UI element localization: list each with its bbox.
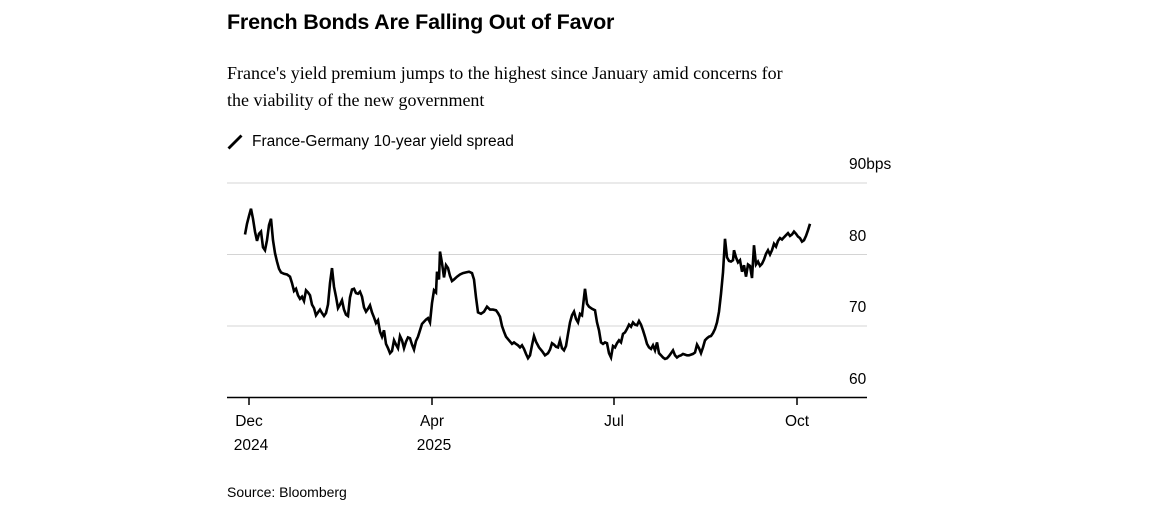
chart-subtitle: France's yield premium jumps to the high… <box>227 60 783 114</box>
legend: France-Germany 10-year yield spread <box>227 133 514 151</box>
source-note: Source: Bloomberg <box>227 484 347 500</box>
y-tick-label-80: 80 <box>849 227 867 245</box>
y-tick-label-60: 60 <box>849 370 867 388</box>
diagonal-line-icon <box>227 134 243 150</box>
x-tick-year-2024: 2024 <box>233 437 269 454</box>
subtitle-line-2: the viability of the new government <box>227 90 485 110</box>
x-tick-label-dec: Dec <box>235 413 263 430</box>
x-tick-year-2025: 2025 <box>416 437 452 454</box>
chart-title: French Bonds Are Falling Out of Favor <box>227 10 615 34</box>
x-tick-label-apr: Apr <box>419 413 445 430</box>
x-tick-label-jul: Jul <box>604 413 624 430</box>
legend-label: France-Germany 10-year yield spread <box>252 133 514 150</box>
x-tick-label-oct: Oct <box>784 413 810 430</box>
y-tick-label-70: 70 <box>849 299 867 316</box>
y-tick-label-90: 90bps <box>849 156 892 173</box>
spread-series-line <box>243 208 812 362</box>
subtitle-line-1: France's yield premium jumps to the high… <box>227 63 783 83</box>
